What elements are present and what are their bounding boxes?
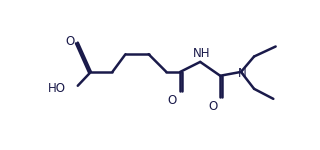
Text: N: N [237,67,246,80]
Text: NH: NH [193,47,211,60]
Text: O: O [208,100,217,113]
Text: HO: HO [48,82,66,95]
Text: O: O [168,94,177,107]
Text: O: O [65,35,75,48]
